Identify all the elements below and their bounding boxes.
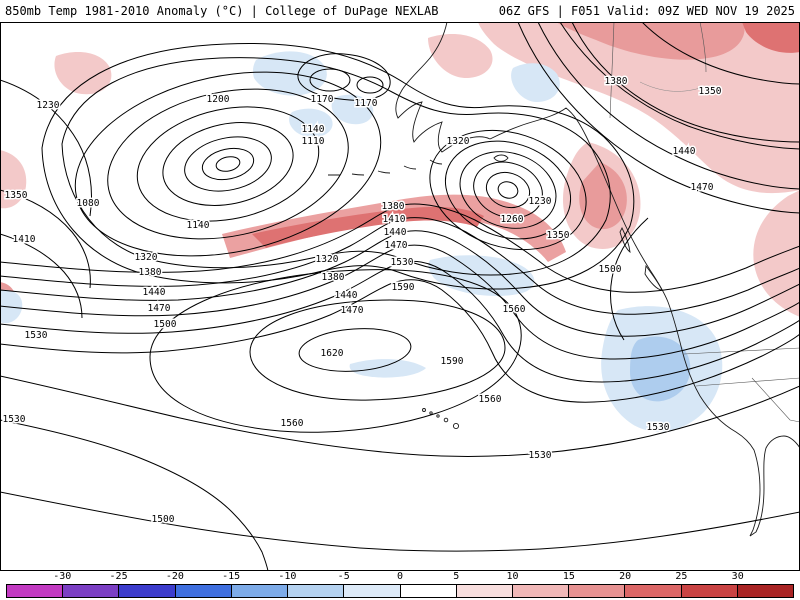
contour-label: 1530: [647, 422, 670, 433]
colorbar-tick: 15: [562, 571, 575, 582]
map-title: 850mb Temp 1981-2010 Anomaly (°C) | Coll…: [5, 4, 439, 18]
colorbar-segment: [119, 585, 176, 597]
colorbar-ticks: -30 -25 -20 -15 -10 -5 0 5 10 15 20 25 30: [0, 571, 800, 584]
contour-label: 1080: [77, 198, 100, 209]
colorbar-tick: 5: [453, 571, 460, 582]
colorbar-segment: [456, 585, 513, 597]
colorbar-segment: [63, 585, 120, 597]
colorbar-tick: -30: [53, 571, 72, 582]
contour-label: 1350: [5, 190, 28, 201]
colorbar-segment: [231, 585, 289, 597]
contour-label: 1170: [311, 94, 334, 105]
contour-label: 1470: [148, 303, 171, 314]
contour-label: 1320: [447, 136, 470, 147]
contour-label: 1530: [529, 450, 552, 461]
colorbar-tick: 0: [396, 571, 404, 582]
colorbar-segment: [681, 585, 738, 597]
contour-label: 1230: [529, 196, 552, 207]
contour-label: 1230: [37, 100, 60, 111]
colorbar-tick: 10: [506, 571, 519, 582]
contour-label: 1380: [605, 76, 628, 87]
colorbar-tick: 20: [619, 571, 632, 582]
contour-label: 1470: [385, 240, 408, 251]
contour-lines: [0, 22, 800, 571]
colorbar-segment: [737, 585, 794, 597]
contour-label: 1170: [355, 98, 378, 109]
contour-label: 1620: [321, 348, 344, 359]
contour-label: 1470: [691, 182, 714, 193]
colorbar-tick: -15: [222, 571, 241, 582]
map-area: 1230 1200 1170 1170 1140 1110 1080 1140 1350 1410…: [0, 22, 800, 571]
colorbar-tick: -10: [278, 571, 297, 582]
colorbar-tick: 25: [675, 571, 688, 582]
coastlines: [328, 22, 800, 537]
colorbar-segment: [512, 585, 570, 597]
contour-label: 1440: [384, 227, 407, 238]
contour-label: 1320: [135, 252, 158, 263]
colorbar-segment: [288, 585, 345, 597]
contour-label: 1470: [341, 305, 364, 316]
contour-label: 1260: [501, 214, 524, 225]
contour-label: 1530: [3, 414, 26, 425]
contour-label: 1410: [13, 234, 36, 245]
colorbar-segment: [569, 585, 626, 597]
contour-label: 1530: [391, 257, 414, 268]
contour-label: 1200: [207, 94, 230, 105]
colorbar-tick: 30: [731, 571, 744, 582]
contour-label: 1500: [152, 514, 175, 525]
contour-label: 1110: [302, 136, 325, 147]
contour-label: 1500: [154, 319, 177, 330]
contour-label: 1350: [547, 230, 570, 241]
title-bar: 850mb Temp 1981-2010 Anomaly (°C) | Coll…: [0, 0, 800, 22]
colorbar-segment: [7, 585, 64, 597]
colorbar-tick: -20: [165, 571, 184, 582]
colorbar-tick: -5: [337, 571, 350, 582]
contour-label: 1440: [673, 146, 696, 157]
contour-label: 1590: [392, 282, 415, 293]
contour-label: 1320: [316, 254, 339, 265]
colorbar-segment: [400, 585, 457, 597]
temperature-shading: [0, 22, 800, 432]
contour-label: 1350: [699, 86, 722, 97]
contour-label: 1500: [599, 264, 622, 275]
contour-label: 1530: [25, 330, 48, 341]
colorbar-tick: -25: [109, 571, 128, 582]
contour-label: 1140: [187, 220, 210, 231]
contour-label: 1440: [143, 287, 166, 298]
colorbar-segment: [344, 585, 401, 597]
colorbar-segments: [6, 584, 794, 598]
contour-label: 1560: [281, 418, 304, 429]
contour-label: 1380: [322, 272, 345, 283]
contour-label: 1380: [139, 267, 162, 278]
contour-label: 1410: [383, 214, 406, 225]
contour-label: 1560: [503, 304, 526, 315]
contour-label: 1140: [302, 124, 325, 135]
contour-label: 1590: [441, 356, 464, 367]
colorbar-segment: [175, 585, 232, 597]
contour-label: 1560: [479, 394, 502, 405]
model-valid-time: 06Z GFS | F051 Valid: 09Z WED NOV 19 202…: [498, 4, 795, 18]
contour-label: 1440: [335, 290, 358, 301]
colorbar-segment: [625, 585, 682, 597]
contour-label: 1380: [382, 201, 405, 212]
